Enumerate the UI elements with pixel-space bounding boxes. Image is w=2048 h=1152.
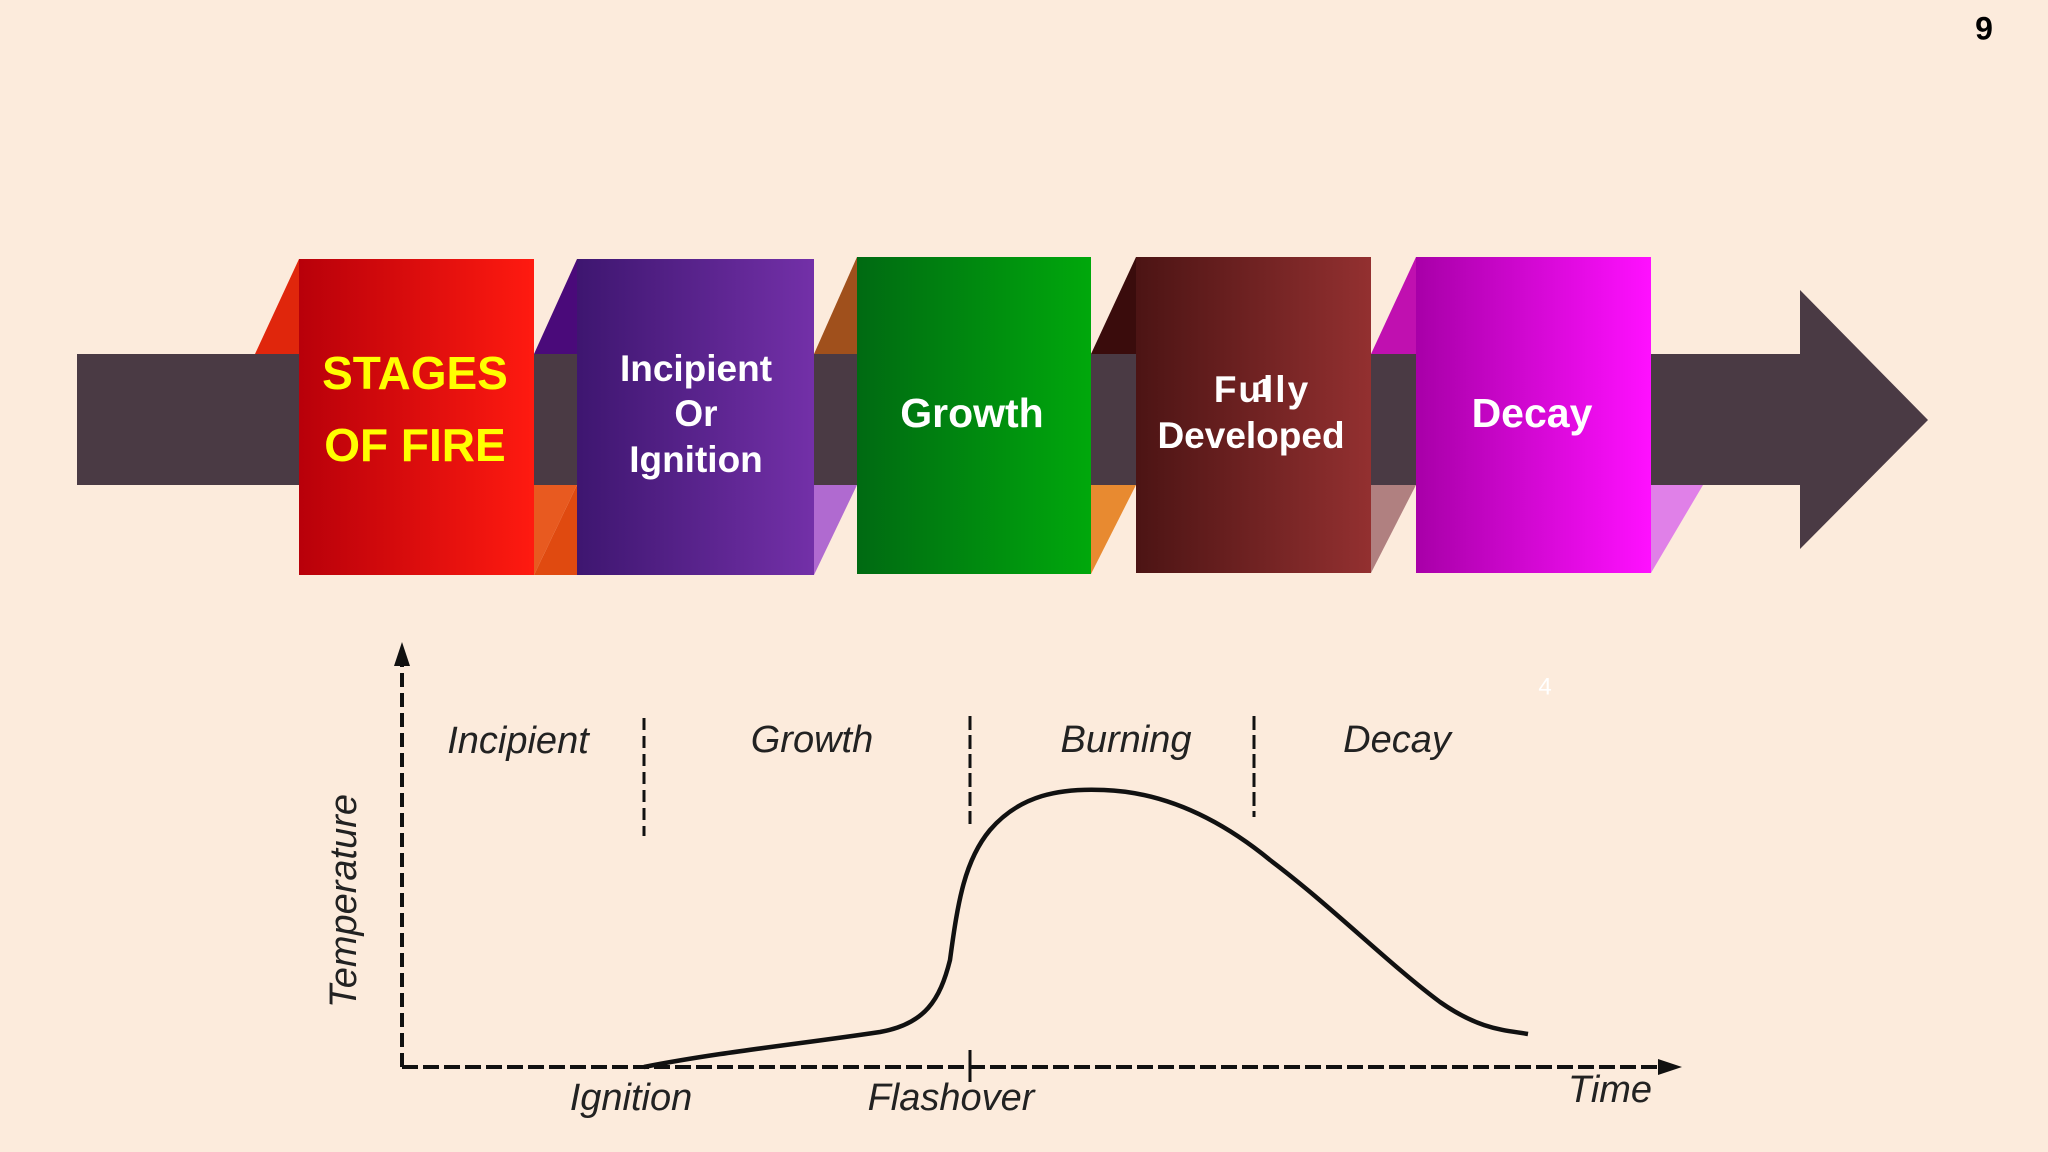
x-axis-label: Time [1568, 1069, 1652, 1111]
stage-label: Incipient [620, 348, 772, 389]
stage-box [299, 259, 534, 575]
phase-label: Incipient [447, 720, 590, 762]
stage-label: Ignition [629, 439, 763, 480]
stage-box [1136, 257, 1371, 573]
banner-title: OF FIRE [324, 419, 505, 471]
overlay-mark: 4 [1538, 673, 1551, 700]
banner-title: STAGES [322, 347, 508, 399]
event-label: Ignition [570, 1077, 693, 1119]
box-flaps [255, 257, 1703, 575]
stage-label: Decay [1472, 390, 1593, 436]
phase-label: Burning [1061, 719, 1192, 761]
overlay-mark: 1 [1257, 373, 1271, 403]
stage-label: Growth [900, 390, 1043, 436]
stage-box [857, 257, 1091, 574]
graph [394, 642, 1682, 1082]
stage-label: Developed [1157, 415, 1344, 456]
stage-label: Fully [1214, 369, 1310, 410]
event-label: Flashover [868, 1077, 1036, 1119]
slide-number: 9 [1975, 10, 1993, 46]
stage-box [577, 259, 814, 575]
phase-label: Growth [751, 719, 873, 761]
phase-label: Decay [1343, 719, 1453, 761]
y-axis-label: Temperature [323, 794, 365, 1008]
stage-label: Or [674, 393, 717, 434]
stage-box [1416, 257, 1651, 573]
